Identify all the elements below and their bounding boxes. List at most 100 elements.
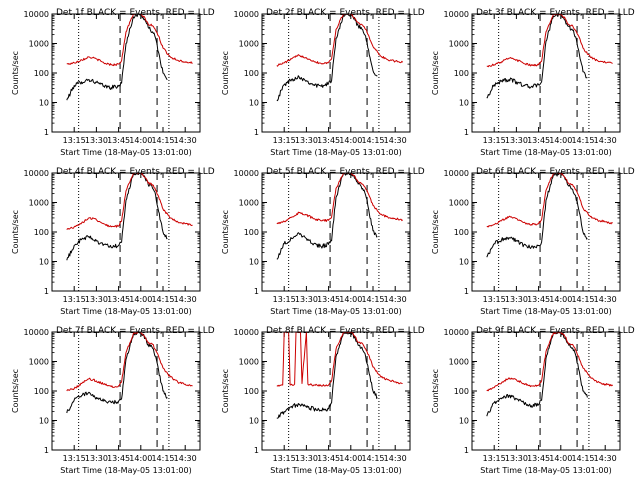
- x-tick-label: 13:30: [295, 295, 318, 304]
- x-tick-label: 13:45: [107, 454, 130, 463]
- y-tick-label: 1000: [239, 199, 259, 208]
- x-axis-label: Start Time (18-May-05 13:01:00): [60, 148, 191, 157]
- y-tick-label: 10: [459, 258, 469, 267]
- y-axis-label: Counts/sec: [11, 369, 20, 413]
- series-line-events: [66, 332, 168, 414]
- y-tick-label: 1000: [239, 40, 259, 49]
- series-line-events: [276, 332, 378, 419]
- y-tick-label: 1000: [449, 358, 469, 367]
- y-tick-label: 10: [249, 258, 259, 267]
- x-tick-label: 14:30: [594, 136, 617, 145]
- x-tick-label: 14:15: [571, 454, 594, 463]
- y-tick-label: 10000: [444, 328, 469, 337]
- y-tick-label: 10000: [234, 328, 259, 337]
- y-tick-label: 1: [464, 128, 469, 137]
- series-line-lld: [276, 173, 403, 225]
- x-tick-label: 14:30: [174, 454, 197, 463]
- y-tick-label: 1000: [449, 199, 469, 208]
- panel-6: Det 6f BLACK = Events, RED = LLD Counts/s…: [431, 167, 635, 316]
- x-tick-label: 14:15: [571, 295, 594, 304]
- x-tick-label: 14:30: [384, 295, 407, 304]
- x-tick-label: 14:30: [594, 295, 617, 304]
- series-line-events: [486, 332, 588, 417]
- x-tick-label: 14:00: [129, 136, 152, 145]
- x-tick-label: 14:15: [151, 454, 174, 463]
- x-tick-label: 14:00: [339, 295, 362, 304]
- y-tick-label: 1000: [239, 358, 259, 367]
- x-tick-label: 13:30: [295, 136, 318, 145]
- x-tick-label: 14:30: [174, 136, 197, 145]
- panel-title: Det 9f BLACK = Events, RED = LLD: [476, 326, 635, 336]
- series-line-events: [276, 14, 378, 102]
- x-tick-label: 13:30: [85, 136, 108, 145]
- x-axis-label: Start Time (18-May-05 13:01:00): [480, 307, 611, 316]
- x-tick-label: 14:00: [549, 136, 572, 145]
- x-tick-label: 13:30: [85, 295, 108, 304]
- panel-title: Det 3f BLACK = Events, RED = LLD: [476, 8, 635, 18]
- x-tick-label: 14:00: [339, 136, 362, 145]
- panel-8: Det 8f BLACK = Events, RED = LLD Counts/s…: [221, 326, 425, 475]
- y-axis-label: Counts/sec: [11, 51, 20, 95]
- x-axis-label: Start Time (18-May-05 13:01:00): [60, 307, 191, 316]
- x-tick-label: 14:00: [549, 295, 572, 304]
- y-axis-label: Counts/sec: [221, 210, 230, 254]
- y-tick-label: 10000: [24, 328, 49, 337]
- panel-title: Det 1f BLACK = Events, RED = LLD: [56, 8, 215, 18]
- plot-frame: [51, 172, 201, 292]
- y-tick-label: 100: [34, 69, 49, 78]
- x-tick-label: 13:15: [483, 136, 506, 145]
- x-tick-label: 13:45: [527, 295, 550, 304]
- y-axis-label: Counts/sec: [431, 51, 440, 95]
- x-tick-label: 13:45: [107, 295, 130, 304]
- series-line-lld: [276, 332, 403, 387]
- y-tick-label: 1: [44, 287, 49, 296]
- y-axis-label: Counts/sec: [11, 210, 20, 254]
- plot-frame: [261, 331, 411, 451]
- x-tick-label: 13:15: [483, 454, 506, 463]
- y-tick-label: 10000: [234, 169, 259, 178]
- series-line-events: [66, 14, 168, 101]
- x-tick-label: 14:00: [129, 454, 152, 463]
- series-line-events: [486, 173, 588, 258]
- x-axis-label: Start Time (18-May-05 13:01:00): [480, 148, 611, 157]
- x-tick-label: 14:15: [571, 136, 594, 145]
- y-tick-label: 1: [464, 287, 469, 296]
- series-line-lld: [486, 14, 613, 68]
- panel-9: Det 9f BLACK = Events, RED = LLD Counts/s…: [431, 326, 635, 475]
- y-tick-label: 10: [459, 417, 469, 426]
- series-line-lld: [66, 173, 193, 230]
- x-tick-label: 14:30: [384, 454, 407, 463]
- y-tick-label: 100: [454, 69, 469, 78]
- panel-title: Det 5f BLACK = Events, RED = LLD: [266, 167, 425, 177]
- panel-2: Det 2f BLACK = Events, RED = LLD Counts/s…: [221, 8, 425, 157]
- y-tick-label: 1000: [449, 40, 469, 49]
- x-tick-label: 14:15: [361, 295, 384, 304]
- x-tick-label: 14:30: [174, 295, 197, 304]
- series-line-events: [276, 173, 378, 260]
- x-tick-label: 13:15: [63, 136, 86, 145]
- plot-frame: [261, 172, 411, 292]
- y-tick-label: 10: [249, 417, 259, 426]
- x-axis-label: Start Time (18-May-05 13:01:00): [270, 148, 401, 157]
- y-tick-label: 100: [454, 228, 469, 237]
- x-tick-label: 13:15: [273, 295, 296, 304]
- series-line-lld: [66, 14, 193, 67]
- plot-frame: [471, 172, 621, 292]
- panel-title: Det 2f BLACK = Events, RED = LLD: [266, 8, 425, 18]
- y-tick-label: 10: [249, 99, 259, 108]
- plot-frame: [471, 331, 621, 451]
- y-tick-label: 1000: [29, 199, 49, 208]
- plot-frame: [261, 13, 411, 133]
- series-line-lld: [486, 173, 613, 228]
- plot-frame: [51, 331, 201, 451]
- x-tick-label: 13:30: [85, 454, 108, 463]
- x-tick-label: 14:00: [129, 295, 152, 304]
- x-tick-label: 14:30: [384, 136, 407, 145]
- x-tick-label: 13:45: [317, 136, 340, 145]
- plot-frame: [51, 13, 201, 133]
- y-tick-label: 1: [464, 446, 469, 455]
- y-tick-label: 1000: [29, 40, 49, 49]
- x-tick-label: 13:15: [63, 295, 86, 304]
- y-tick-label: 10: [459, 99, 469, 108]
- y-tick-label: 100: [244, 387, 259, 396]
